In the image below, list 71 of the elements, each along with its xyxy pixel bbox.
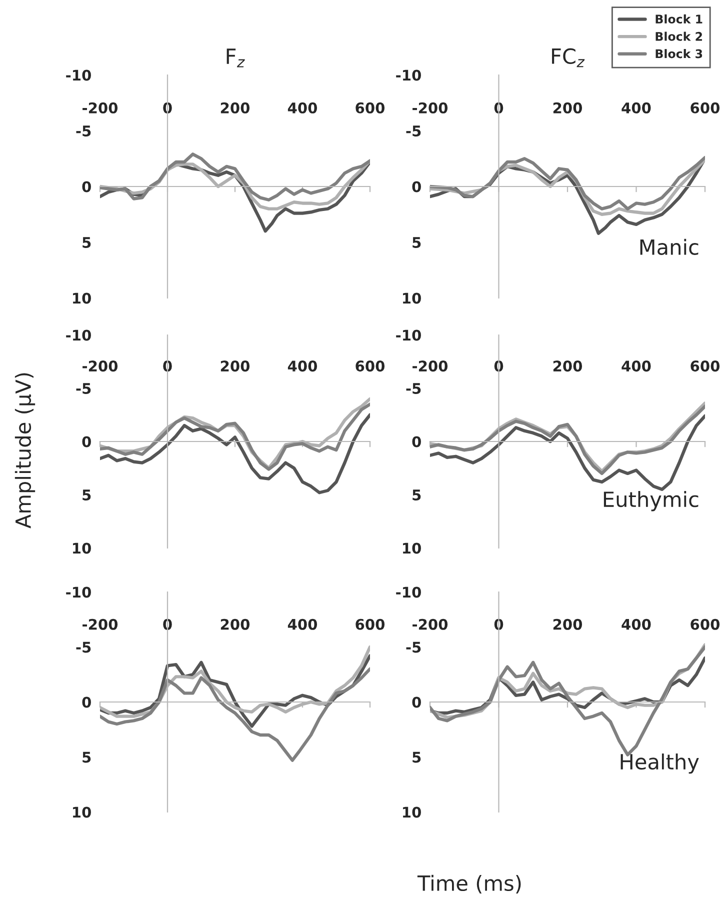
y-tick-label: 0 xyxy=(412,181,421,192)
chart-title: F$_{z}$ xyxy=(226,48,245,68)
x-tick-label: 600 xyxy=(690,360,720,372)
y-tick-label: -10 xyxy=(66,330,91,341)
y-tick-label: -10 xyxy=(396,330,421,341)
y-tick-label: -5 xyxy=(76,126,91,136)
y-tick-label: 0 xyxy=(82,181,91,192)
x-tick-label: 0 xyxy=(494,360,504,372)
y-tick-label: 10 xyxy=(403,292,421,304)
x-tick-label: -200 xyxy=(82,360,118,372)
y-tick-label: -5 xyxy=(406,642,421,653)
x-tick-label: 200 xyxy=(220,102,250,114)
y-tick-label: 5 xyxy=(82,490,91,500)
x-tick-label: 400 xyxy=(622,102,651,114)
y-tick-label: 5 xyxy=(82,237,91,248)
x-tick-label: 600 xyxy=(690,102,720,114)
y-tick-label: 0 xyxy=(82,436,91,448)
legend-label: Block 2 xyxy=(656,32,702,41)
x-tick-label: 200 xyxy=(220,618,250,630)
y-tick-label: -10 xyxy=(396,70,421,81)
chart-title: FC$_{z}$ xyxy=(552,48,585,68)
legend-label: Block 1 xyxy=(656,14,702,24)
x-tick-label: -200 xyxy=(412,618,448,630)
annotation: Euthymic xyxy=(604,491,698,512)
y-tick-label: -5 xyxy=(406,126,421,136)
line-series xyxy=(430,414,705,492)
x-tick-label: 600 xyxy=(356,618,385,630)
y-tick-label: 0 xyxy=(82,696,91,708)
x-tick-label: 200 xyxy=(553,102,582,114)
y-tick-label: 10 xyxy=(73,806,91,818)
x-tick-label: 400 xyxy=(622,360,651,372)
y-tick-label: -5 xyxy=(76,383,91,394)
y-tick-label: 10 xyxy=(73,542,91,554)
y-tick-label: 5 xyxy=(82,752,91,763)
x-tick-label: 600 xyxy=(356,360,385,372)
y-tick-label: -5 xyxy=(406,383,421,394)
y-tick-label: 10 xyxy=(403,806,421,818)
line-series xyxy=(100,413,370,494)
x-tick-label: 0 xyxy=(494,102,504,114)
y-tick-label: 10 xyxy=(73,292,91,304)
x-tick-label: -200 xyxy=(82,102,118,114)
y-tick-label: 5 xyxy=(412,490,421,500)
x-tick-label: 0 xyxy=(494,618,504,630)
x-axis-title: Time (ms) xyxy=(417,874,521,894)
y-tick-label: 5 xyxy=(412,237,421,248)
x-tick-label: -200 xyxy=(412,360,448,372)
y-tick-label: -10 xyxy=(396,586,421,598)
x-tick-label: -200 xyxy=(82,618,118,630)
x-tick-label: 400 xyxy=(288,102,318,114)
y-tick-label: -10 xyxy=(66,586,91,598)
y-tick-label: 10 xyxy=(403,542,421,554)
y-tick-label: -10 xyxy=(66,70,91,81)
x-tick-label: 400 xyxy=(288,618,318,630)
y-tick-label: 0 xyxy=(412,436,421,448)
line-series xyxy=(100,667,370,762)
annotation: Healthy xyxy=(620,754,699,774)
y-tick-label: -5 xyxy=(76,642,91,653)
legend-label: Block 3 xyxy=(656,49,702,58)
y-tick-label: 0 xyxy=(412,696,421,708)
annotation: Manic xyxy=(640,238,698,255)
x-tick-label: 200 xyxy=(220,360,250,372)
x-tick-label: 600 xyxy=(356,102,385,114)
x-tick-label: -200 xyxy=(412,102,448,114)
y-axis-title: Amplitude (µV) xyxy=(14,373,36,528)
y-tick-label: 5 xyxy=(412,752,421,763)
x-tick-label: 200 xyxy=(553,360,582,372)
x-tick-label: 600 xyxy=(690,618,720,630)
line-series xyxy=(100,152,370,202)
x-tick-label: 200 xyxy=(553,618,582,630)
x-tick-label: 400 xyxy=(288,360,318,372)
x-tick-label: 400 xyxy=(622,618,651,630)
